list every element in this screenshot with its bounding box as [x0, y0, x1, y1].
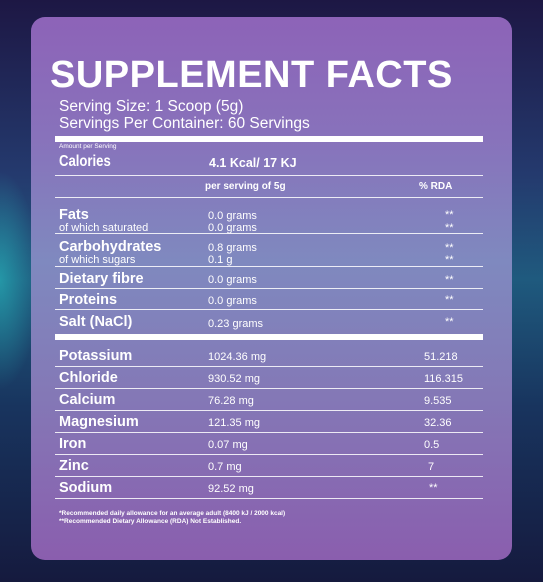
column-header-per-serving: per serving of 5g [205, 181, 286, 192]
nutrient-rda: ** [445, 242, 454, 254]
divider [55, 366, 483, 367]
mineral-label: Sodium [59, 480, 113, 496]
serving-size: Serving Size: 1 Scoop (5g) [59, 98, 244, 115]
calories-value: 4.1 Kcal/ 17 KJ [209, 156, 297, 170]
mineral-label: Potassium [59, 348, 133, 364]
nutrient-label: Dietary fibre [59, 271, 144, 287]
nutrient-label: Carbohydrates [59, 239, 162, 255]
nutrient-value: 0.0 grams [208, 222, 257, 234]
mineral-label: Chloride [59, 370, 118, 386]
nutrient-rda: ** [445, 294, 454, 306]
nutrient-label: Proteins [59, 292, 118, 308]
servings-per-container: Servings Per Container: 60 Servings [59, 115, 310, 132]
divider [55, 454, 483, 455]
nutrient-sublabel: of which saturated [59, 222, 149, 234]
divider [55, 388, 483, 389]
divider [55, 476, 483, 477]
nutrient-value: 0.0 grams [208, 274, 257, 286]
mineral-label: Iron [59, 436, 87, 452]
nutrient-value: 0.8 grams [208, 242, 257, 254]
mineral-rda: 9.535 [424, 395, 452, 407]
nutrient-label: Fats [59, 207, 89, 223]
divider [55, 266, 483, 267]
divider [55, 432, 483, 433]
mineral-value: 92.52 mg [208, 483, 254, 495]
calories-label: Calories [59, 153, 111, 170]
mineral-rda: 32.36 [424, 417, 452, 429]
nutrient-rda: ** [445, 209, 454, 221]
mineral-value: 121.35 mg [208, 417, 260, 429]
nutrient-rda: ** [445, 274, 454, 286]
mineral-rda: 7 [428, 461, 435, 473]
nutrient-rda: ** [445, 254, 454, 266]
nutrient-rda: ** [445, 222, 454, 234]
nutrient-value: 0.0 grams [208, 210, 257, 222]
divider-thick [55, 334, 483, 340]
divider [55, 233, 483, 234]
footnote: **Recommended Dietary Allowance (RDA) No… [59, 518, 242, 525]
mineral-value: 0.07 mg [208, 439, 248, 451]
mineral-label: Calcium [59, 392, 116, 408]
mineral-rda: ** [429, 482, 438, 494]
divider [55, 288, 483, 289]
nutrient-value: 0.23 grams [208, 318, 264, 330]
mineral-value: 930.52 mg [208, 373, 260, 385]
mineral-value: 76.28 mg [208, 395, 254, 407]
mineral-value: 0.7 mg [208, 461, 242, 473]
nutrient-sublabel: of which sugars [59, 254, 136, 266]
mineral-rda: 116.315 [424, 373, 463, 385]
mineral-label: Magnesium [59, 414, 139, 430]
mineral-label: Zinc [59, 458, 89, 474]
divider [55, 175, 483, 176]
nutrient-label: Salt (NaCl) [59, 314, 133, 330]
divider [55, 410, 483, 411]
mineral-rda: 51.218 [424, 351, 458, 363]
footnote: *Recommended daily allowance for an aver… [59, 510, 286, 517]
mineral-rda: 0.5 [424, 439, 440, 451]
supplement-facts-panel: SUPPLEMENT FACTS Serving Size: 1 Scoop (… [31, 17, 512, 560]
amount-per-serving: Amount per Serving [59, 143, 117, 150]
column-header-rda: % RDA [419, 181, 453, 192]
divider-thick [55, 136, 483, 142]
nutrient-rda: ** [445, 316, 454, 328]
mineral-value: 1024.36 mg [208, 351, 267, 363]
nutrient-value: 0.0 grams [208, 295, 257, 307]
divider [55, 498, 483, 499]
divider [55, 197, 483, 198]
panel-title: SUPPLEMENT FACTS [50, 54, 453, 96]
nutrient-value: 0.1 g [208, 254, 233, 266]
divider [55, 309, 483, 310]
